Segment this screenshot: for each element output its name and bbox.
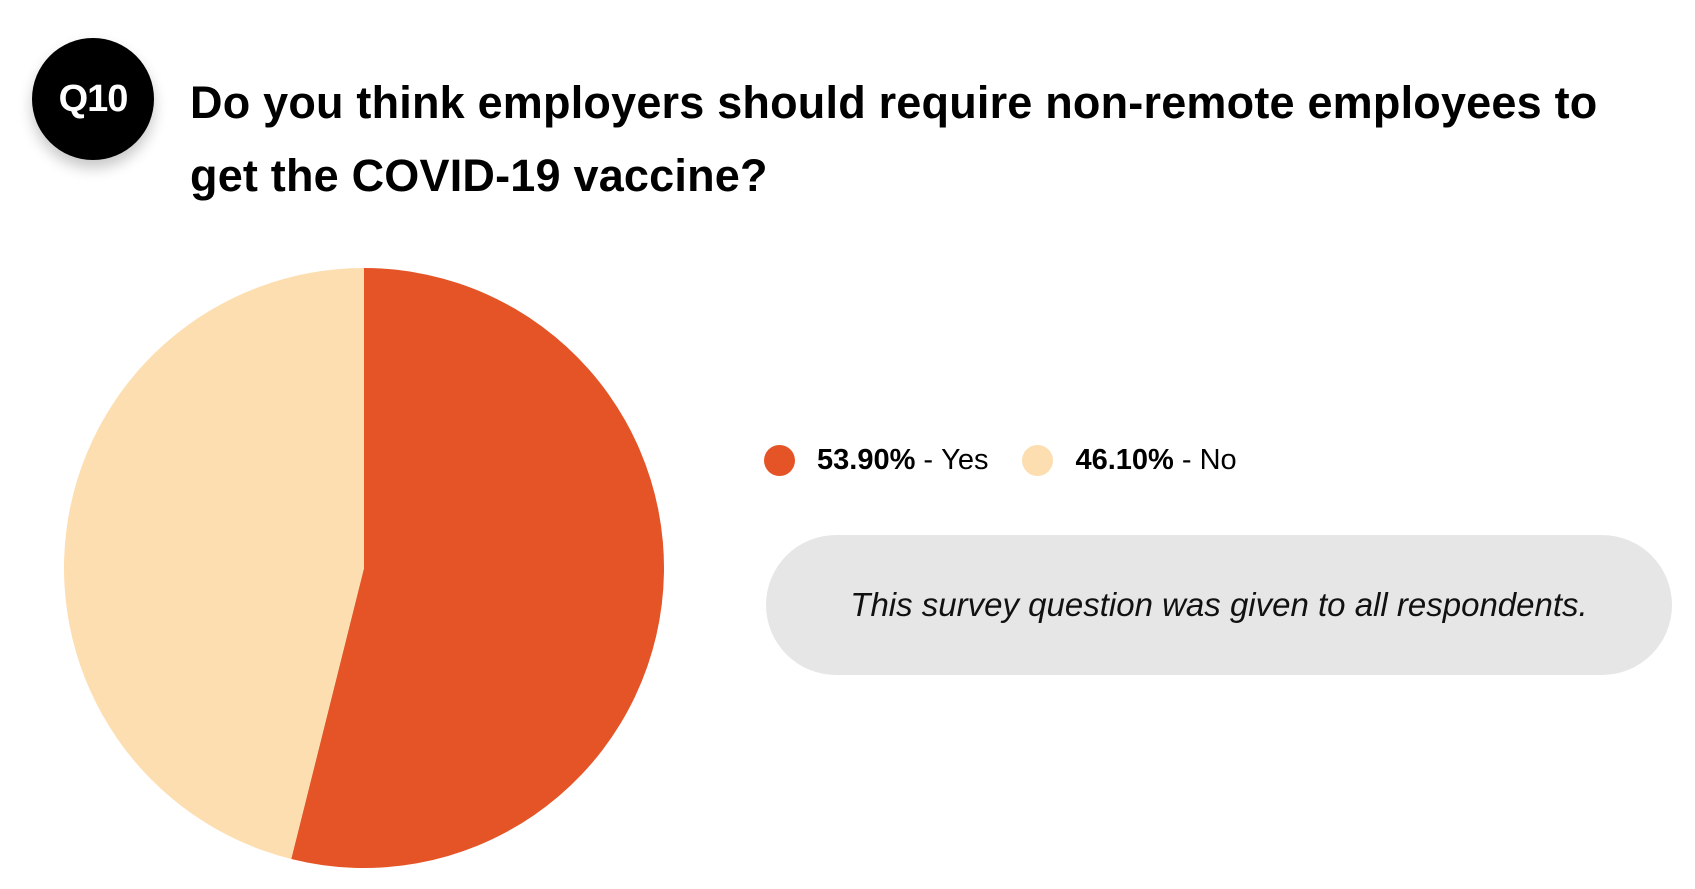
question-number-badge: Q10 <box>32 38 154 160</box>
survey-note: This survey question was given to all re… <box>766 535 1672 675</box>
question-number-label: Q10 <box>58 77 129 120</box>
legend-swatch-no <box>1022 444 1054 476</box>
pie-slice-no <box>64 268 365 860</box>
legend-value-no: 46.10% <box>1075 443 1174 476</box>
legend-value-yes: 53.90% <box>817 443 916 476</box>
legend-separator: - <box>1173 443 1200 476</box>
question-title: Do you think employers should require no… <box>190 77 1598 201</box>
legend-item-yes: 53.90% - Yes <box>764 444 988 477</box>
legend-label-no: No <box>1199 443 1237 476</box>
legend-item-no: 46.10% - No <box>1022 443 1237 477</box>
chart-legend: 53.90% - Yes 46.10% - No <box>764 440 1271 480</box>
pie-slice-yes <box>291 268 665 868</box>
legend-swatch-yes <box>764 444 795 476</box>
survey-note-text: This survey question was given to all re… <box>850 586 1588 623</box>
legend-separator: - <box>915 443 942 476</box>
pie-chart <box>64 268 665 868</box>
legend-label-yes: Yes <box>941 443 989 476</box>
